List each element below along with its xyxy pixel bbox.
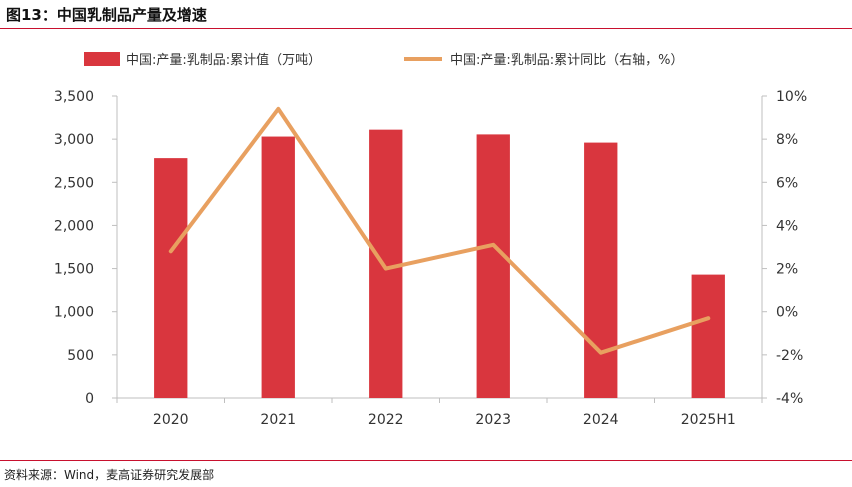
legend-line-label: 中国:产量:乳制品:累计同比（右轴，%） (450, 53, 684, 68)
line-point-2024 (600, 352, 602, 354)
line-point-2022 (385, 268, 387, 270)
bar-2022 (369, 129, 403, 398)
x-tick-label: 2023 (475, 412, 511, 428)
bar-2020 (154, 158, 188, 398)
left-tick-label: 2,500 (54, 175, 94, 191)
yoy-growth-line (168, 106, 711, 355)
right-tick-label: -4% (776, 391, 803, 407)
right-tick-label: 8% (776, 132, 798, 148)
right-tick-label: 2% (776, 262, 798, 278)
line-point-2025H1 (707, 317, 709, 319)
line-point-2020 (170, 250, 172, 252)
left-tick-label: 1,500 (54, 262, 94, 278)
axes (116, 96, 763, 399)
title-rule (0, 28, 852, 29)
legend-bar-label: 中国:产量:乳制品:累计值（万吨） (126, 52, 321, 68)
source-note: 资料来源：Wind，麦高证券研究发展部 (4, 468, 215, 482)
left-tick-label: 2,000 (54, 218, 94, 234)
legend-bar-swatch (84, 52, 120, 66)
x-tick-label: 2021 (260, 412, 296, 428)
right-tick-label: 4% (776, 218, 798, 234)
left-tick-label: 1,000 (54, 305, 94, 321)
left-tick-label: 0 (85, 391, 94, 407)
bar-2025H1 (691, 274, 725, 398)
x-tick-label: 2024 (583, 412, 619, 428)
right-tick-label: -2% (776, 348, 803, 364)
right-tick-label: 0% (776, 305, 798, 321)
bar-2021 (261, 136, 295, 398)
left-tick-label: 3,500 (54, 89, 94, 105)
line-series (168, 106, 711, 355)
line-point-2021 (277, 108, 279, 110)
x-tick-label: 2025H1 (681, 412, 736, 428)
dairy-production-chart: 中国:产量:乳制品:累计值（万吨） 中国:产量:乳制品:累计同比（右轴，%） 0… (54, 52, 807, 428)
bar-2024 (584, 142, 618, 398)
left-axis-ticks: 0 500 1,000 1,500 2,000 2,500 3,000 3,500 (54, 89, 117, 407)
bar-series (154, 129, 725, 398)
x-axis-labels: 2020 2021 2022 2023 2024 2025H1 (116, 398, 763, 428)
figure-title: 图13：中国乳制品产量及增速 (6, 6, 207, 24)
right-tick-label: 10% (776, 89, 807, 105)
legend: 中国:产量:乳制品:累计值（万吨） 中国:产量:乳制品:累计同比（右轴，%） (84, 52, 684, 68)
left-tick-label: 3,000 (54, 132, 94, 148)
right-tick-label: 6% (776, 175, 798, 191)
right-axis-ticks: -4% -2% 0% 2% 4% 6% 8% 10% (762, 89, 807, 407)
x-tick-label: 2020 (153, 412, 189, 428)
x-tick-label: 2022 (368, 412, 404, 428)
bar-2023 (476, 134, 510, 398)
footer-rule (0, 460, 852, 461)
left-tick-label: 500 (67, 348, 94, 364)
line-point-2023 (492, 244, 494, 246)
